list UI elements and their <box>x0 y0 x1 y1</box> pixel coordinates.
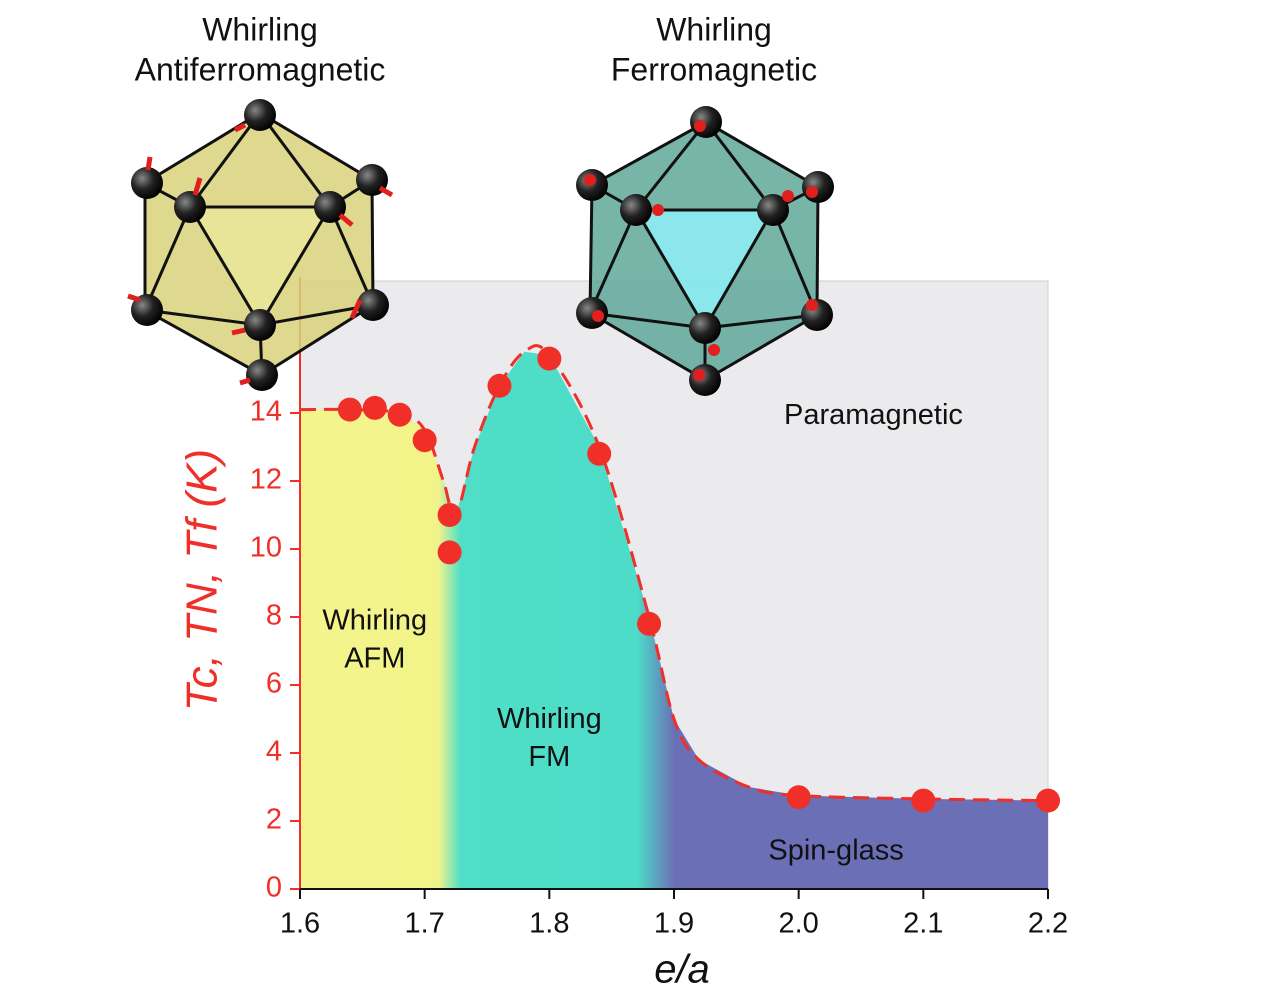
y-tick-label: 12 <box>250 464 282 496</box>
data-point <box>487 373 512 398</box>
region-label: AFM <box>344 642 405 674</box>
data-point <box>362 395 387 420</box>
data-point <box>387 402 412 427</box>
y-tick-label: 14 <box>250 396 282 428</box>
structure-title: Ferromagnetic <box>611 51 817 87</box>
data-point <box>537 346 562 371</box>
plot: Whirling AFM Whirling FM Spin-glass Paramagne… <box>178 277 1068 992</box>
region-label: FM <box>528 741 570 773</box>
structure-title: Whirling <box>656 11 772 47</box>
data-point <box>437 503 462 527</box>
data-point <box>786 785 811 810</box>
data-point <box>587 441 612 466</box>
data-point <box>437 540 462 565</box>
region-label: Paramagnetic <box>784 399 963 431</box>
y-tick-label: 8 <box>266 600 282 632</box>
x-tick-label: 1.8 <box>529 908 569 940</box>
y-tick-label: 10 <box>250 532 282 564</box>
y-tick-label: 0 <box>266 872 282 904</box>
x-tick-label: 1.7 <box>405 908 445 940</box>
y-tick-label: 6 <box>266 668 282 700</box>
data-point <box>412 428 437 453</box>
data-point <box>1036 788 1060 813</box>
y-tick-label: 4 <box>266 736 282 768</box>
x-tick-label: 2.2 <box>1028 908 1068 940</box>
region-label: Whirling <box>322 604 427 636</box>
data-point <box>337 397 362 422</box>
structures: Whirling Antiferromagnetic Whirling Ferroma… <box>127 11 834 396</box>
x-tick-label: 1.9 <box>654 908 694 940</box>
x-axis-label: e/a <box>654 948 710 992</box>
structure-title: Whirling <box>202 11 318 47</box>
data-point <box>637 611 662 636</box>
phase-area <box>300 351 1048 889</box>
y-tick-label: 2 <box>266 804 282 836</box>
afm-icosahedron <box>127 99 394 391</box>
x-tick-label: 1.6 <box>280 908 320 940</box>
region-label: Whirling <box>497 703 602 735</box>
x-tick-label: 2.0 <box>779 908 819 940</box>
y-axis-label: Tc, TN, Tf (K) <box>178 449 227 711</box>
fm-icosahedron <box>576 106 834 396</box>
structure-title: Antiferromagnetic <box>135 51 386 87</box>
region-label: Spin-glass <box>768 834 903 866</box>
x-tick-label: 2.1 <box>903 908 943 940</box>
data-point <box>911 788 936 813</box>
